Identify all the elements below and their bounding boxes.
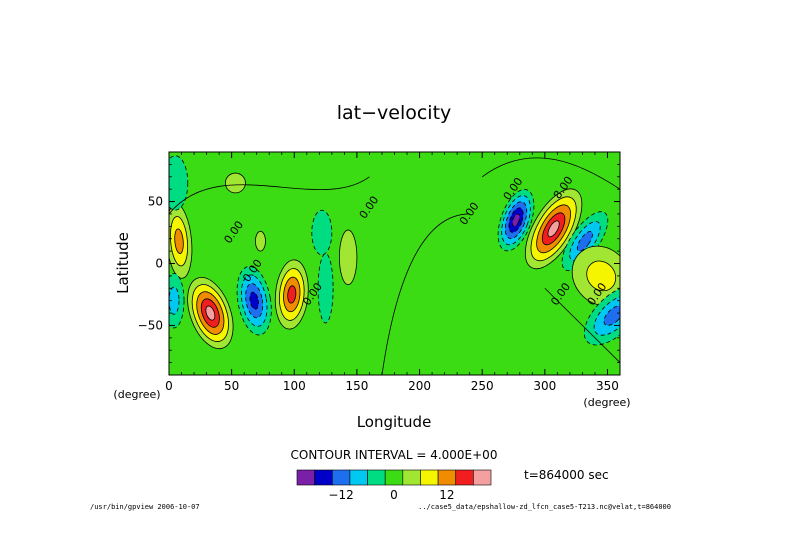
colorbar-swatch <box>420 469 439 486</box>
field-feature <box>169 273 185 329</box>
colorbar-swatch <box>314 469 333 486</box>
x-tick-label: 350 <box>596 379 619 393</box>
colorbar-swatch <box>367 469 386 486</box>
field-feature <box>561 211 609 272</box>
time-label: t=864000 sec <box>524 468 609 482</box>
contour-band <box>255 230 266 252</box>
y-axis-unit: (degree) <box>113 388 160 401</box>
field-feature <box>497 189 535 252</box>
colorbar-swatch <box>455 469 474 486</box>
x-tick-label: 100 <box>283 379 306 393</box>
contour-band <box>224 172 246 194</box>
field-feature <box>255 230 266 252</box>
field-feature <box>317 253 334 324</box>
contour-band <box>205 305 216 321</box>
contour-interval-text: CONTOUR INTERVAL = 4.000E+00 <box>291 448 498 462</box>
field-feature <box>224 172 246 194</box>
y-tick-label: −50 <box>138 318 163 332</box>
contour-band <box>311 209 333 256</box>
field-feature <box>236 265 272 336</box>
zero-contour-line <box>481 157 620 190</box>
zero-contour-line <box>544 287 620 363</box>
field-feature <box>274 259 309 330</box>
field-feature <box>311 209 333 256</box>
contour-band <box>249 291 259 310</box>
x-tick-label: 0 <box>165 379 173 393</box>
x-tick-label: 50 <box>224 379 239 393</box>
colorbar-swatch <box>331 469 351 486</box>
field-feature <box>583 285 620 346</box>
zero-contour-line <box>169 176 370 215</box>
colorbar-tick-label: 12 <box>439 488 454 502</box>
x-axis-unit: (degree) <box>583 396 630 409</box>
colorbar-tick-label: −12 <box>328 488 353 502</box>
field-feature <box>338 229 358 285</box>
contour-band <box>287 285 297 304</box>
x-tick-label: 150 <box>345 379 368 393</box>
y-axis-label: Latitude <box>114 232 132 294</box>
x-tick-label: 300 <box>533 379 556 393</box>
contour-band <box>586 260 617 292</box>
colorbar-tick-labels: −12 0 12 <box>328 488 454 502</box>
contour-band <box>317 253 334 324</box>
colorbar-swatch <box>384 469 404 486</box>
y-axis-ticks: 50 0 −50 <box>138 163 620 364</box>
colorbar-swatch <box>349 469 368 486</box>
chart-title: lat−velocity <box>337 102 452 124</box>
colorbar <box>296 469 492 486</box>
colorbar-swatch <box>437 469 457 486</box>
x-tick-label: 250 <box>471 379 494 393</box>
x-tick-label: 200 <box>408 379 431 393</box>
field-feature <box>187 277 234 350</box>
footer-right: ../case5_data/epshallow-zd_lfcn_case5-T2… <box>418 503 671 511</box>
footer-left: /usr/bin/gpview 2006-10-07 <box>90 503 200 511</box>
colorbar-swatch <box>296 469 315 486</box>
contour-band <box>512 213 521 227</box>
contour-band <box>169 155 189 211</box>
field-feature <box>169 203 193 279</box>
contour-band <box>547 220 560 238</box>
contour-band <box>174 228 184 254</box>
field-feature <box>169 155 189 211</box>
colorbar-swatch <box>473 469 492 486</box>
y-tick-label: 0 <box>155 257 163 271</box>
colorbar-tick-label: 0 <box>390 488 398 502</box>
contour-band <box>603 305 620 326</box>
contour-band <box>338 229 358 285</box>
field-feature <box>524 188 583 270</box>
contour-band <box>576 230 593 252</box>
x-axis-label: Longitude <box>357 413 432 431</box>
x-axis-ticks: 0 50 100 150 200 250 300 350 <box>165 152 619 393</box>
y-tick-label: 50 <box>148 195 163 209</box>
zero-contour-line <box>381 213 470 375</box>
colorbar-swatch <box>402 469 421 486</box>
plot-area <box>169 152 620 375</box>
